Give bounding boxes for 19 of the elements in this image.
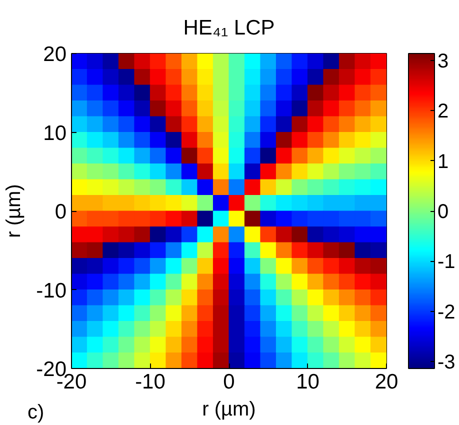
- x-tick-label: 0: [223, 370, 235, 394]
- color-bar-label: 3: [438, 50, 449, 73]
- color-bar-label: 1: [438, 150, 449, 173]
- x-tick-label: 20: [374, 370, 398, 394]
- y-tick-label: 20: [43, 43, 66, 66]
- color-bar-label: 2: [438, 100, 449, 123]
- text: c): [28, 402, 44, 424]
- color-bar-label: -1: [438, 251, 456, 274]
- chart-title: HE₄₁ LCP: [183, 16, 275, 40]
- x-tick-label: 10: [296, 370, 320, 394]
- y-tick-label: 0: [54, 200, 67, 224]
- y-tick-label: -10: [36, 279, 67, 302]
- color-bar-label: 0: [438, 201, 449, 223]
- color-bar-label: -3: [438, 351, 456, 374]
- x-tick-label: -10: [135, 370, 166, 394]
- y-tick-label: 10: [43, 122, 66, 145]
- x-axis-title: r (µm): [202, 398, 256, 420]
- color-bar-label: -2: [438, 301, 456, 324]
- y-axis-title: r (µm): [3, 184, 26, 238]
